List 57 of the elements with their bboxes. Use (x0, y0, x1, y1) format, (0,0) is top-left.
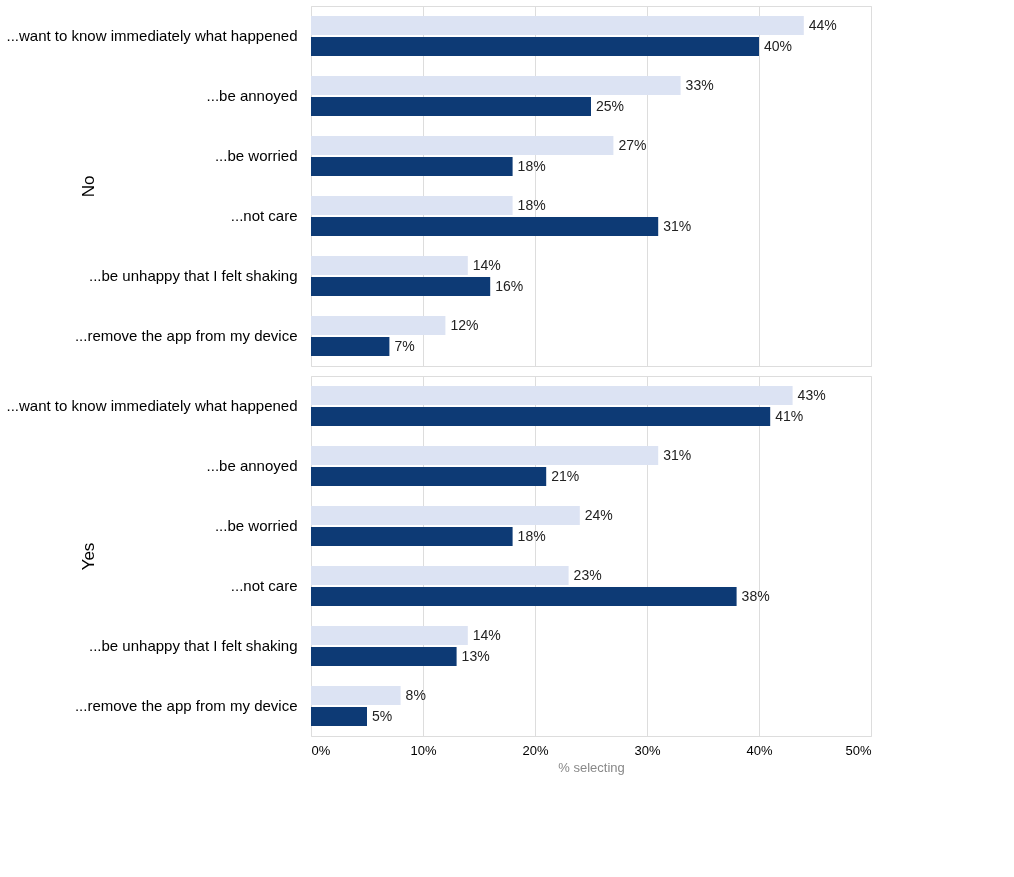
x-tick-label: 50% (845, 742, 872, 758)
y-tick-label: ...want to know immediately what happened (6, 27, 298, 44)
data-label: 5% (372, 707, 393, 724)
bar (311, 37, 759, 56)
data-label: 43% (797, 386, 826, 403)
data-label: 8% (405, 686, 426, 703)
y-axis-title: Yes (78, 542, 98, 571)
y-tick-label: ...be worried (214, 517, 298, 534)
data-label: 7% (394, 337, 415, 354)
data-label: 24% (584, 506, 613, 523)
bar (311, 76, 681, 95)
data-label: 21% (551, 467, 580, 484)
data-label: 18% (517, 527, 546, 544)
y-tick-label: ...remove the app from my device (74, 697, 298, 714)
data-label: 14% (472, 256, 501, 273)
data-label: 38% (741, 587, 770, 604)
x-tick-label: 0% (311, 742, 331, 758)
data-label: 31% (663, 217, 692, 234)
bar (311, 316, 446, 335)
x-axis-title: % selecting (558, 759, 625, 775)
x-tick-label: 30% (634, 742, 661, 758)
bar (311, 196, 513, 215)
y-tick-label: ...want to know immediately what happened (6, 397, 298, 414)
data-label: 12% (450, 316, 479, 333)
data-label: 16% (495, 277, 524, 294)
y-tick-label: ...be unhappy that I felt shaking (89, 637, 298, 654)
bar (311, 16, 804, 35)
data-label: 33% (685, 76, 714, 93)
x-tick-label: 10% (410, 742, 437, 758)
data-label: 44% (808, 16, 837, 33)
y-tick-label: ...not care (230, 207, 298, 224)
data-label: 27% (618, 136, 647, 153)
x-tick-label: 40% (746, 742, 773, 758)
data-label: 23% (573, 566, 602, 583)
y-tick-label: ...be annoyed (206, 87, 298, 104)
bar (311, 256, 468, 275)
data-label: 40% (764, 37, 793, 54)
x-tick-label: 20% (522, 742, 549, 758)
bar (311, 217, 659, 236)
y-tick-label: ...be worried (214, 147, 298, 164)
y-tick-label: ...remove the app from my device (74, 327, 298, 344)
bar (311, 277, 491, 296)
y-axis-title: No (78, 175, 98, 198)
bar (311, 337, 390, 356)
data-label: 31% (663, 446, 692, 463)
data-label: 18% (517, 196, 546, 213)
data-label: 14% (472, 626, 501, 643)
y-tick-label: ...not care (230, 577, 298, 594)
y-tick-label: ...be annoyed (206, 457, 298, 474)
bar (311, 136, 614, 155)
data-label: 18% (517, 157, 546, 174)
data-label: 25% (596, 97, 625, 114)
data-label: 41% (775, 407, 804, 424)
y-tick-label: ...be unhappy that I felt shaking (89, 267, 298, 284)
bar (311, 157, 513, 176)
data-label: 13% (461, 647, 490, 664)
bar (311, 97, 591, 116)
